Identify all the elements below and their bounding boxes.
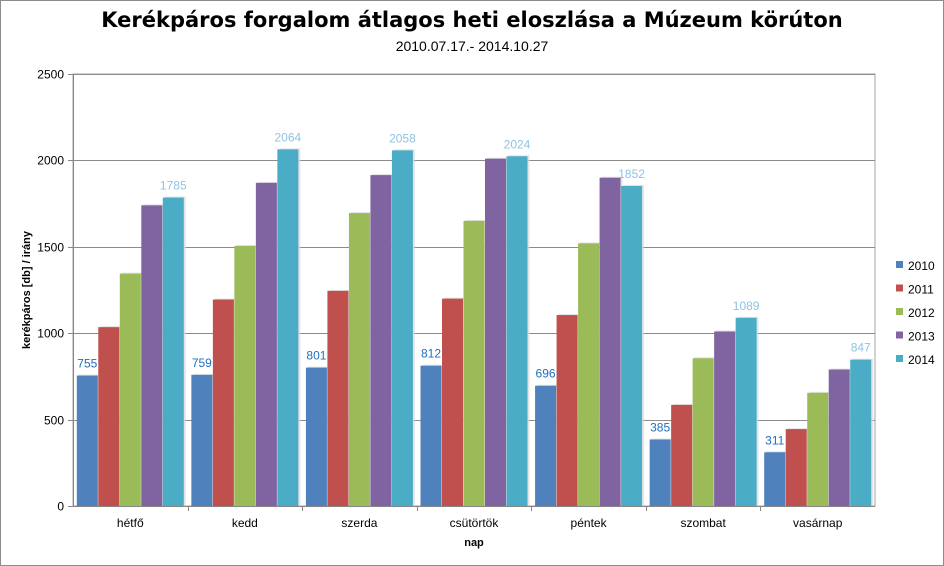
bar [277,149,299,506]
bar [212,299,234,506]
bar [420,365,442,506]
bar [76,375,98,506]
bar [370,175,392,506]
y-tick-label: 1500 [37,241,64,255]
x-tick-label: vasárnap [793,516,843,530]
data-label: 1852 [618,167,645,181]
x-tick-label: hétfő [117,516,144,530]
y-axis-title: kerékpáros [db] / irány [21,230,33,349]
chart-subtitle: 2010.07.17.- 2014.10.27 [395,38,549,54]
bar [141,205,163,506]
bar [735,317,757,506]
data-label: 1785 [160,179,187,193]
bar [785,429,807,506]
data-label: 2024 [504,137,531,151]
bar [463,220,485,506]
x-tick-label: szerda [341,516,377,530]
x-tick-label: szombat [680,516,726,530]
bar [649,439,671,506]
legend-label: 2011 [908,283,934,297]
bar [162,197,184,506]
chart-title: Kerékpáros forgalom átlagos heti eloszlá… [101,8,843,32]
data-label: 759 [192,356,212,370]
x-tick-label: péntek [571,516,608,530]
data-label: 801 [306,349,326,363]
data-label: 847 [851,341,871,355]
bar [391,150,413,506]
bar [764,452,786,506]
y-tick-label: 2500 [37,68,64,82]
bar [234,245,256,506]
x-axis-title: nap [464,537,484,549]
data-label: 696 [536,367,556,381]
legend-swatch [896,308,903,315]
y-tick-label: 500 [44,414,64,428]
legend-label: 2012 [908,306,935,320]
bar [348,213,370,506]
bar [556,315,578,506]
data-label: 385 [650,420,670,434]
data-label: 812 [421,347,441,361]
bar [255,182,277,506]
bar [535,385,557,506]
data-label: 1089 [733,299,760,313]
legend-swatch [896,355,903,362]
bar [692,358,714,506]
data-label: 755 [77,357,97,371]
bar [599,177,621,506]
data-label: 2064 [275,130,302,144]
legend-swatch [896,261,903,268]
legend-label: 2010 [908,259,935,273]
data-label: 2058 [389,131,416,145]
bar [828,369,850,506]
legend-swatch [896,331,903,339]
bar [714,331,736,506]
legend-label: 2013 [908,330,935,344]
x-tick-label: csütörtök [450,516,500,530]
y-tick-label: 0 [57,500,64,514]
bar [191,374,213,506]
bar [621,185,643,506]
bar [119,273,141,506]
bar [327,290,349,506]
bar [850,359,872,506]
bar [807,392,829,506]
bar [578,243,600,506]
bar [671,404,693,506]
bar [506,156,528,506]
bar [305,367,327,506]
legend-label: 2014 [908,353,935,367]
bar [485,158,506,506]
y-tick-label: 1000 [37,327,64,341]
legend-swatch [896,284,903,292]
bar [98,327,120,506]
bar [442,298,463,506]
y-tick-label: 2000 [37,154,64,168]
data-label: 311 [765,433,784,447]
x-tick-label: kedd [232,516,258,530]
